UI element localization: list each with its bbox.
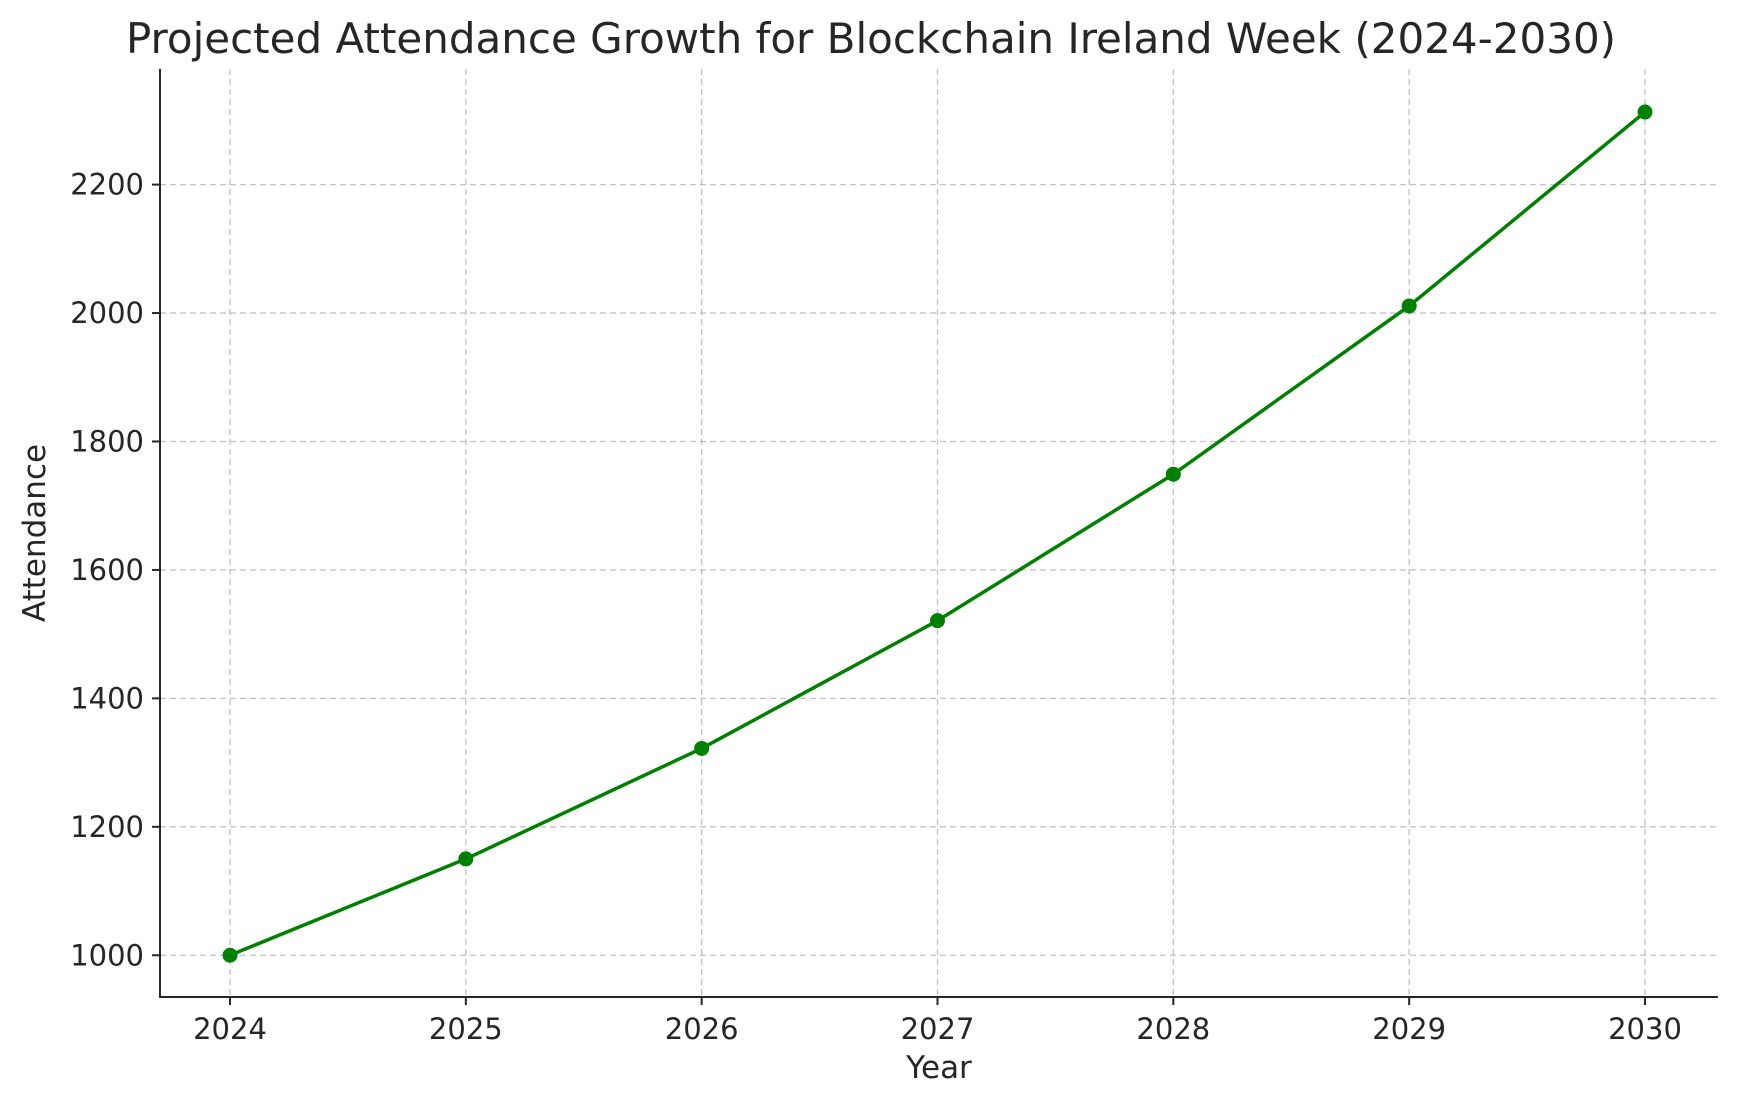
x-axis-label: Year [905,1050,972,1086]
y-axis-label: Attendance [17,444,53,622]
y-tick-label: 2200 [70,168,144,202]
x-tick-label: 2028 [1136,1012,1210,1046]
axes [159,69,1718,998]
data-point [1637,104,1653,120]
data-point [222,947,238,963]
x-tick-label: 2026 [665,1012,739,1046]
y-tick-label: 1600 [70,553,144,587]
chart-title: Projected Attendance Growth for Blockcha… [126,14,1616,63]
data-point [458,851,474,867]
x-tick-label: 2030 [1608,1012,1682,1046]
x-tick-label: 2029 [1372,1012,1446,1046]
grid [160,69,1718,997]
data-point [1165,466,1181,482]
y-tick-label: 2000 [70,296,144,330]
x-tick-label: 2025 [429,1012,503,1046]
series-layer [222,104,1653,963]
data-point [930,613,945,629]
x-ticks: 2024 2025 2026 2027 2028 2029 2030 [193,997,1682,1046]
y-tick-label: 1200 [70,810,144,844]
data-point [694,740,710,756]
x-tick-label: 2027 [901,1012,975,1046]
y-ticks: 1000 1200 1400 1600 1800 2000 2200 [70,168,160,972]
y-tick-label: 1000 [70,938,144,972]
y-tick-label: 1400 [70,681,144,715]
data-point [1401,298,1417,314]
x-tick-label: 2024 [193,1012,267,1046]
y-tick-label: 1800 [70,424,144,458]
